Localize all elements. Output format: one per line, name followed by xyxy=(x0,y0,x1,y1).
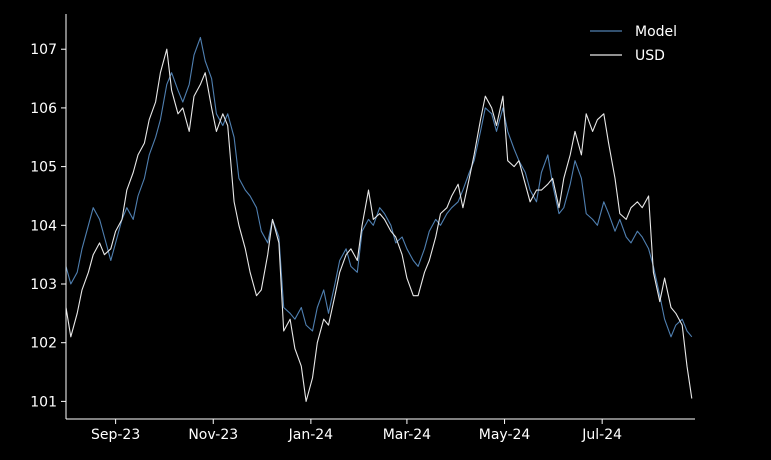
x-tick-label: Jan-24 xyxy=(288,427,334,443)
x-tick-label: Mar-24 xyxy=(383,427,431,443)
legend-label-usd: USD xyxy=(635,48,665,64)
x-tick-label: May-24 xyxy=(479,427,531,443)
x-tick-label: Sep-23 xyxy=(91,427,140,443)
x-axis-ticks: Sep-23 Nov-23 Jan-24 Mar-24 May-24 Jul-24 xyxy=(91,419,622,443)
y-tick-label: 106 xyxy=(30,101,57,117)
series-line-usd xyxy=(65,48,693,402)
x-tick-label: Nov-23 xyxy=(188,427,238,443)
y-tick-label: 107 xyxy=(30,42,57,58)
y-tick-label: 101 xyxy=(30,394,57,410)
y-tick-label: 102 xyxy=(30,336,57,352)
x-tick-label: Jul-24 xyxy=(581,427,622,443)
y-tick-label: 103 xyxy=(30,277,57,293)
legend: Model USD xyxy=(590,24,677,64)
y-tick-label: 104 xyxy=(30,218,57,234)
y-tick-label: 105 xyxy=(30,160,57,176)
axes-layer xyxy=(65,14,695,420)
series-layer xyxy=(65,36,693,402)
legend-label-model: Model xyxy=(635,24,677,40)
y-axis-ticks: 101 102 103 104 105 106 107 xyxy=(30,42,66,410)
